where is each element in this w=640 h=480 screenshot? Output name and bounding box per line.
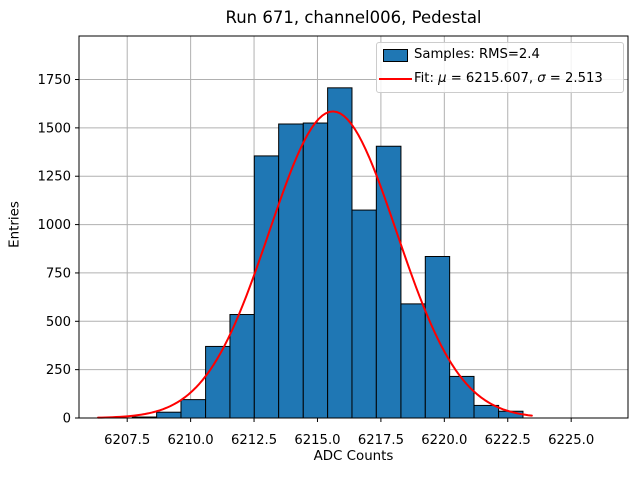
x-tick-label: 6215.0 [294,433,340,448]
chart-title: Run 671, channel006, Pedestal [225,8,482,27]
y-tick-label: 1000 [37,218,71,233]
histogram-bar [351,209,377,419]
histogram-bar [302,122,329,419]
histogram-bar [180,399,207,419]
fit-line-swatch-icon [379,78,412,80]
fit-curve [97,110,533,419]
histogram-bar [327,87,353,419]
histogram-bar [229,314,255,419]
legend-samples-label: Samples: RMS=2.4 [414,47,540,62]
x-tick-label: 6222.5 [485,433,531,448]
x-tick-label: 6207.5 [104,433,150,448]
x-tick-label: 6220.0 [421,433,467,448]
histogram-swatch-icon [383,49,408,62]
y-tick-label: 1750 [37,73,71,88]
y-tick-label: 1250 [37,170,71,185]
legend-fit-label: Fit: μ = 6215.607, σ = 2.513 [414,71,603,86]
y-tick-label: 1500 [37,121,71,136]
y-tick-label: 0 [63,412,71,427]
histogram-bar [473,404,500,419]
legend: Samples: RMS=2.4 Fit: μ = 6215.607, σ = … [376,42,624,93]
legend-entry-fit: Fit: μ = 6215.607, σ = 2.513 [377,68,623,92]
x-tick-label: 6212.5 [231,433,277,448]
histogram-bar [156,411,182,419]
axes-spines [78,35,629,419]
legend-entry-samples: Samples: RMS=2.4 [377,44,623,68]
x-axis-label: ADC Counts [313,449,394,464]
y-tick-label: 500 [46,315,71,330]
y-tick-label: 750 [46,266,71,281]
histogram-bar [400,303,426,419]
histogram-bar [253,155,280,419]
x-tick-label: 6210.0 [168,433,214,448]
x-tick-label: 6217.5 [358,433,404,448]
x-tick-label: 6225.0 [548,433,594,448]
y-tick-label: 250 [46,363,71,378]
y-axis-label: Entries [7,201,23,248]
histogram-bar [375,145,402,419]
histogram-bar [449,375,475,419]
histogram-bar [278,123,304,419]
